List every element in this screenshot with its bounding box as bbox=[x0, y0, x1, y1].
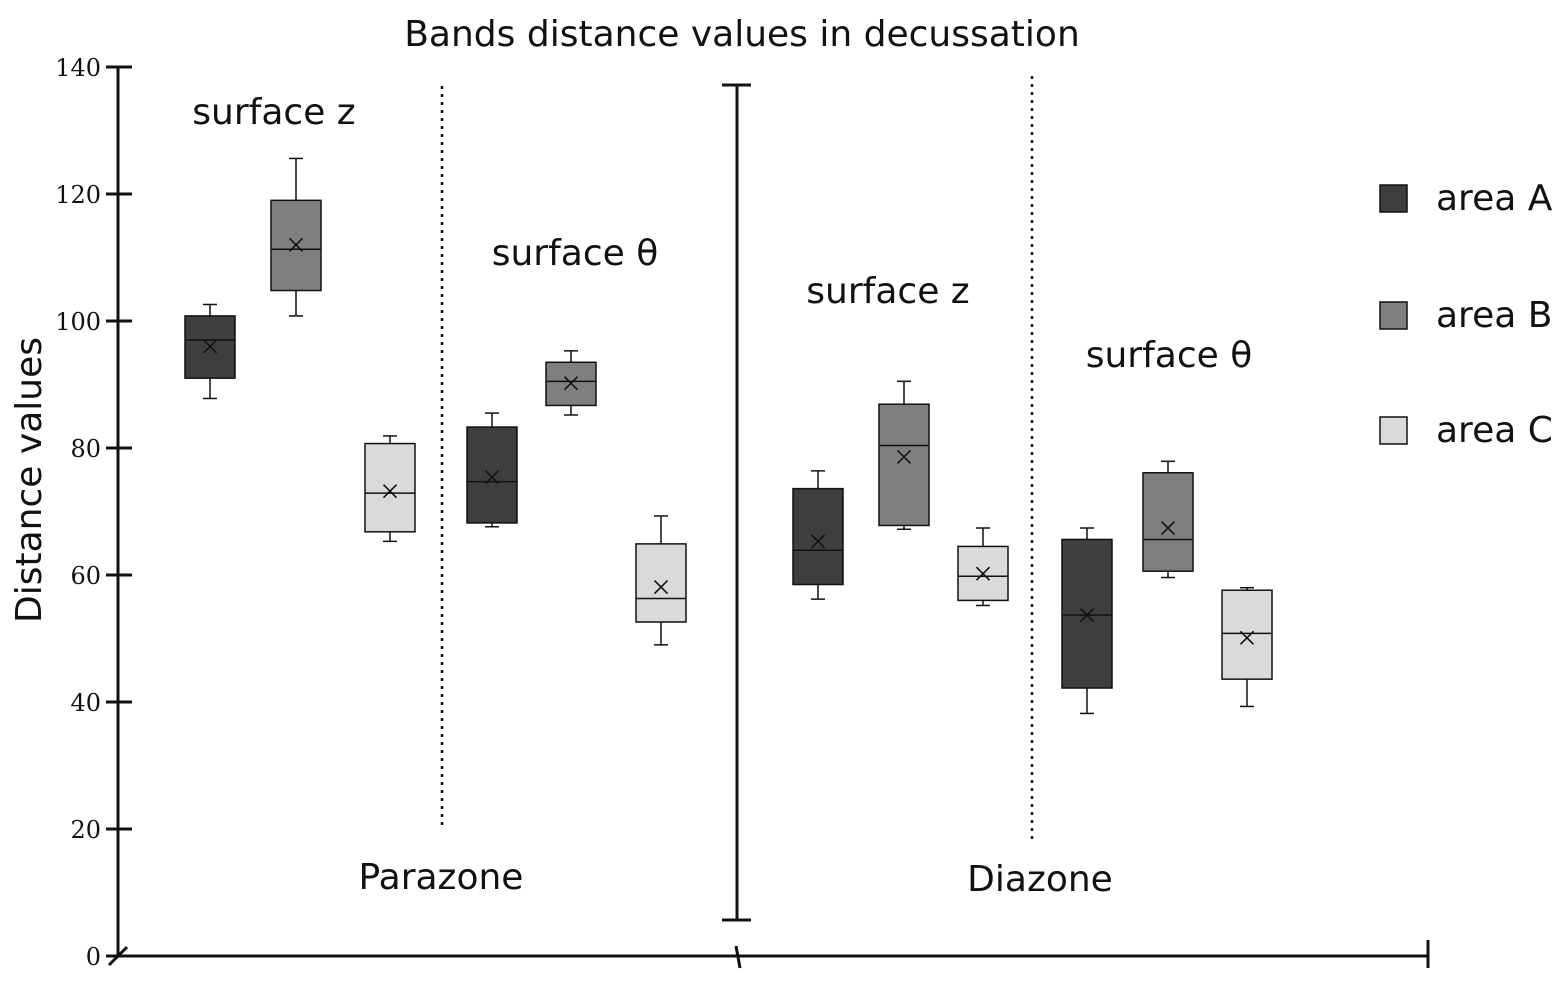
y-tick-label: 100 bbox=[55, 308, 101, 336]
group-label: surface θ bbox=[492, 233, 659, 274]
mean-marker bbox=[484, 470, 500, 485]
group-label: surface θ bbox=[1086, 335, 1253, 376]
mean-marker bbox=[382, 484, 398, 499]
group-label: surface z bbox=[806, 271, 969, 312]
box-area-b bbox=[270, 157, 322, 317]
mean-marker bbox=[1160, 520, 1176, 536]
legend-label: area A bbox=[1436, 178, 1553, 219]
zone-label: Parazone bbox=[359, 857, 524, 898]
box-area-a bbox=[792, 470, 844, 600]
box-iqr bbox=[1061, 538, 1113, 689]
box-area-c bbox=[1221, 586, 1273, 708]
y-tick-label: 140 bbox=[55, 54, 101, 82]
box-area-a bbox=[184, 303, 236, 400]
box-area-b bbox=[545, 350, 597, 416]
box-area-c bbox=[635, 515, 687, 646]
box-iqr bbox=[957, 545, 1009, 602]
mean-marker bbox=[975, 566, 991, 581]
legend-swatch bbox=[1379, 184, 1408, 213]
group-label: surface z bbox=[192, 92, 355, 133]
box-iqr bbox=[792, 487, 844, 586]
box-area-b bbox=[878, 380, 930, 531]
y-tick-label: 120 bbox=[55, 181, 101, 209]
box-iqr bbox=[364, 442, 416, 533]
mean-marker bbox=[1079, 607, 1095, 623]
zone-label: Diazone bbox=[967, 859, 1113, 900]
y-tick-label: 60 bbox=[70, 562, 101, 590]
box-area-c bbox=[364, 435, 416, 543]
y-tick-label: 20 bbox=[70, 816, 101, 844]
axis-break-mark-center bbox=[734, 945, 742, 969]
box-iqr bbox=[1221, 589, 1273, 680]
y-tick-label: 80 bbox=[70, 435, 101, 463]
y-tick-label: 40 bbox=[70, 689, 101, 717]
mean-marker bbox=[653, 579, 669, 595]
box-area-a bbox=[1061, 527, 1113, 715]
box-iqr bbox=[1142, 472, 1194, 572]
y-axis-label: Distance values bbox=[9, 337, 50, 623]
mean-marker bbox=[563, 376, 579, 391]
mean-marker bbox=[1239, 630, 1255, 645]
mean-marker bbox=[896, 449, 912, 464]
legend: area A area B area C bbox=[1379, 178, 1553, 451]
legend-label: area B bbox=[1436, 295, 1552, 336]
box-iqr bbox=[878, 403, 930, 527]
box-series bbox=[184, 157, 1273, 715]
box-area-a bbox=[466, 412, 518, 528]
legend-swatch bbox=[1379, 301, 1408, 330]
group-labels: Parazone surface z surface θ Diazone surface… bbox=[192, 92, 1252, 900]
legend-swatch bbox=[1379, 416, 1408, 445]
mean-marker bbox=[810, 534, 826, 549]
box-area-b bbox=[1142, 460, 1194, 579]
chart-title: Bands distance values in decussation bbox=[404, 14, 1080, 55]
legend-label: area C bbox=[1436, 410, 1553, 451]
box-iqr bbox=[466, 426, 518, 524]
y-ticks: 0 20 40 60 80 100 120 140 bbox=[55, 54, 132, 971]
box-iqr bbox=[270, 199, 322, 292]
mean-marker bbox=[202, 339, 218, 354]
y-tick-label: 0 bbox=[86, 943, 101, 971]
box-area-c bbox=[957, 527, 1009, 607]
mean-marker bbox=[288, 237, 304, 252]
box-iqr bbox=[635, 543, 687, 623]
